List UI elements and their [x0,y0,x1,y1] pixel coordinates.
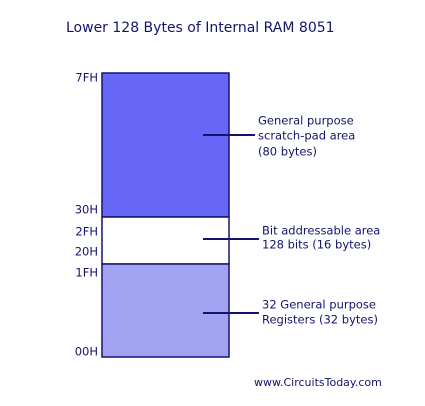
footer: www.CircuitsToday.com [254,376,382,389]
region-label: Bit addressable area [262,224,380,238]
address-label: 00H [75,345,98,359]
region-label: scratch-pad area [258,129,355,143]
region-label: 128 bits (16 bytes) [262,238,371,252]
address-label: 30H [75,203,98,217]
region-label: (80 bytes) [258,145,317,159]
address-label: 20H [75,245,98,259]
region-label: Registers (32 bytes) [262,313,378,327]
region-label: 32 General purpose [262,298,376,312]
address-label: 1FH [75,266,98,280]
address-label: 2FH [75,225,98,239]
bit-addressable-block [101,216,230,265]
scratch-pad-block [101,72,230,218]
title: Lower 128 Bytes of Internal RAM 8051 [66,20,335,36]
region-label: General purpose [258,114,354,128]
register-block [101,263,230,358]
address-label: 7FH [75,71,98,85]
